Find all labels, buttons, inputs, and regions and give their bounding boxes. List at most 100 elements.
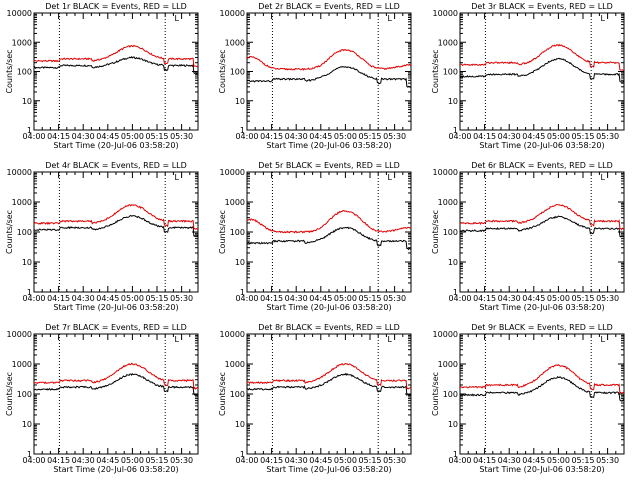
x-tick-label: 04:30 — [498, 456, 521, 465]
y-tick-label: 10 — [22, 97, 32, 106]
chart-panel-8: Det 8r BLACK = Events, RED = LLD 1 10 100 10… — [218, 323, 412, 474]
x-tick-label: 05:00 — [334, 456, 357, 465]
y-tick-label: 10 — [235, 97, 245, 106]
y-axis-label: Counts/sec — [218, 372, 227, 416]
y-axis-label: Counts/sec — [431, 210, 440, 254]
y-tick-label: 10000 — [220, 168, 245, 177]
x-axis-label: Start Time (20-Jul-06 03:58:20) — [266, 141, 391, 150]
y-tick-label: 10 — [22, 258, 32, 267]
x-tick-label: 04:45 — [96, 456, 119, 465]
x-tick-label: 05:15 — [358, 294, 381, 303]
y-tick-label: 1 — [27, 288, 32, 297]
y-tick-label: 1000 — [12, 360, 32, 369]
x-tick-label: 04:00 — [235, 456, 258, 465]
y-axis-label: Counts/sec — [431, 49, 440, 93]
y-tick-label: 100 — [230, 390, 245, 399]
x-tick-label: 04:45 — [522, 456, 545, 465]
x-tick-label: 04:15 — [260, 456, 283, 465]
chart-panel-2: Det 2r BLACK = Events, RED = LLD 1 10 100 10… — [218, 2, 412, 150]
x-tick-label: 04:00 — [235, 294, 258, 303]
y-tick-label: 100 — [443, 68, 458, 77]
x-tick-label: 05:30 — [170, 294, 193, 303]
chart-panel-9: Det 9r BLACK = Events, RED = LLD 1 10 100 10… — [431, 323, 625, 474]
y-tick-label: 100 — [17, 228, 32, 237]
y-tick-label: 1000 — [12, 198, 32, 207]
x-tick-label: 05:30 — [383, 132, 406, 141]
series-line-events — [246, 226, 412, 251]
x-tick-label: 05:30 — [596, 456, 619, 465]
x-tick-label: 05:15 — [358, 456, 381, 465]
series-line-lld — [33, 44, 199, 68]
y-tick-label: 10 — [448, 97, 458, 106]
y-tick-label: 10 — [22, 420, 32, 429]
x-tick-label: 04:45 — [309, 132, 332, 141]
series-line-lld — [459, 364, 625, 394]
y-tick-label: 1000 — [225, 38, 245, 47]
series-line-events — [459, 375, 625, 402]
x-tick-label: 05:30 — [596, 132, 619, 141]
chart-title: Det 1r BLACK = Events, RED = LLD — [45, 2, 187, 11]
x-tick-label: 04:15 — [47, 294, 70, 303]
y-tick-label: 1 — [27, 450, 32, 459]
corner-marker-label: L — [600, 14, 605, 23]
x-axis-label: Start Time (20-Jul-06 03:58:20) — [266, 465, 391, 474]
chart-panel-7: Det 7r BLACK = Events, RED = LLD 1 10 100 10… — [5, 323, 199, 474]
series-line-events — [33, 372, 199, 396]
series-line-lld — [246, 362, 412, 390]
y-tick-label: 10000 — [433, 330, 458, 339]
y-axis-label: Counts/sec — [218, 49, 227, 93]
x-tick-label: 04:00 — [22, 132, 45, 141]
x-tick-label: 05:00 — [121, 294, 144, 303]
series-line-lld — [459, 204, 625, 231]
x-tick-label: 04:30 — [72, 294, 95, 303]
x-tick-label: 05:00 — [547, 132, 570, 141]
y-tick-label: 100 — [230, 68, 245, 77]
x-tick-label: 05:15 — [145, 294, 168, 303]
y-tick-label: 1000 — [438, 38, 458, 47]
y-tick-label: 1000 — [438, 360, 458, 369]
x-tick-label: 04:45 — [309, 456, 332, 465]
series-line-events — [33, 55, 199, 75]
x-tick-label: 04:30 — [285, 294, 308, 303]
x-tick-label: 05:00 — [121, 132, 144, 141]
x-tick-label: 05:30 — [383, 456, 406, 465]
series-line-lld — [246, 48, 412, 71]
plot-frame — [33, 12, 199, 131]
plot-frame — [459, 333, 625, 455]
x-tick-label: 04:15 — [47, 456, 70, 465]
series-line-lld — [33, 204, 198, 230]
series-line-events — [246, 66, 412, 88]
y-axis-label: Counts/sec — [431, 372, 440, 416]
x-tick-label: 04:30 — [285, 132, 308, 141]
chart-panel-6: Det 6r BLACK = Events, RED = LLD 1 10 100 10… — [431, 161, 625, 312]
x-tick-label: 05:15 — [571, 456, 594, 465]
x-tick-label: 05:30 — [596, 294, 619, 303]
series-line-lld — [459, 43, 625, 71]
x-axis-label: Start Time (20-Jul-06 03:58:20) — [266, 303, 391, 312]
y-axis-label: Counts/sec — [5, 372, 14, 416]
x-tick-label: 05:15 — [571, 294, 594, 303]
y-tick-label: 100 — [230, 228, 245, 237]
x-axis-label: Start Time (20-Jul-06 03:58:20) — [479, 303, 604, 312]
y-tick-label: 1000 — [438, 198, 458, 207]
x-tick-label: 05:00 — [121, 456, 144, 465]
chart-title: Det 7r BLACK = Events, RED = LLD — [45, 323, 187, 332]
x-axis-label: Start Time (20-Jul-06 03:58:20) — [53, 465, 178, 474]
corner-marker-label: L — [387, 173, 392, 182]
series-line-events — [34, 214, 199, 237]
y-tick-label: 1 — [453, 126, 458, 135]
chart-title: Det 8r BLACK = Events, RED = LLD — [258, 323, 400, 332]
y-tick-label: 1 — [240, 450, 245, 459]
y-tick-label: 100 — [443, 228, 458, 237]
x-tick-label: 04:15 — [260, 132, 283, 141]
y-axis-label: Counts/sec — [5, 210, 14, 254]
y-tick-label: 10 — [448, 420, 458, 429]
y-tick-label: 1000 — [12, 38, 32, 47]
y-tick-label: 1 — [240, 126, 245, 135]
plot-frame — [459, 12, 625, 131]
x-tick-label: 04:30 — [498, 294, 521, 303]
corner-marker-label: L — [387, 335, 392, 344]
y-tick-label: 1000 — [225, 198, 245, 207]
series-line-lld — [33, 362, 199, 390]
